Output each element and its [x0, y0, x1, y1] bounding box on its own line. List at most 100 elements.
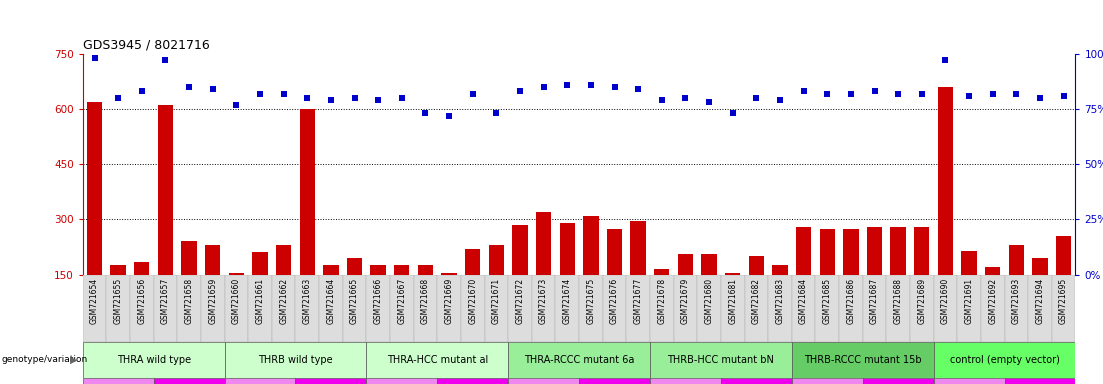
Text: GSM721682: GSM721682: [752, 278, 761, 324]
Bar: [271, 275, 296, 342]
Text: GSM721666: GSM721666: [374, 278, 383, 324]
Bar: [437, 378, 508, 384]
Text: GSM721695: GSM721695: [1059, 278, 1068, 324]
Bar: [300, 109, 315, 330]
Bar: [1052, 275, 1075, 342]
Bar: [559, 223, 575, 330]
Bar: [721, 378, 792, 384]
Bar: [225, 342, 366, 378]
Bar: [484, 275, 508, 342]
Text: GSM721676: GSM721676: [610, 278, 619, 324]
Text: GSM721694: GSM721694: [1036, 278, 1045, 324]
Point: [1054, 93, 1072, 99]
Bar: [887, 275, 910, 342]
Bar: [201, 275, 225, 342]
Point: [818, 91, 836, 97]
Text: GSM721691: GSM721691: [964, 278, 974, 324]
Bar: [276, 245, 291, 330]
Point: [1007, 91, 1025, 97]
Bar: [721, 275, 745, 342]
Bar: [607, 228, 622, 330]
Text: GSM721667: GSM721667: [397, 278, 406, 324]
Point: [535, 84, 553, 90]
Text: GSM721671: GSM721671: [492, 278, 501, 324]
Text: GSM721678: GSM721678: [657, 278, 666, 324]
Point: [322, 97, 340, 103]
Text: GSM721683: GSM721683: [775, 278, 784, 324]
Bar: [1056, 236, 1071, 330]
Bar: [83, 378, 153, 384]
Bar: [796, 227, 812, 330]
Text: GSM721659: GSM721659: [208, 278, 217, 324]
Text: THRB-RCCC mutant 15b: THRB-RCCC mutant 15b: [804, 355, 921, 365]
Text: GSM721681: GSM721681: [728, 278, 737, 324]
Point: [251, 91, 269, 97]
Bar: [985, 267, 1000, 330]
Point: [582, 82, 600, 88]
Text: GSM721672: GSM721672: [515, 278, 525, 324]
Bar: [820, 228, 835, 330]
Text: GSM721669: GSM721669: [445, 278, 453, 324]
Text: GSM721664: GSM721664: [326, 278, 335, 324]
Point: [676, 95, 694, 101]
Point: [866, 88, 884, 94]
Bar: [225, 378, 296, 384]
Bar: [650, 378, 721, 384]
Text: GSM721674: GSM721674: [563, 278, 571, 324]
Text: GSM721662: GSM721662: [279, 278, 288, 324]
Bar: [390, 275, 414, 342]
Bar: [248, 275, 271, 342]
Bar: [631, 221, 646, 330]
Bar: [1005, 275, 1028, 342]
Text: GSM721690: GSM721690: [941, 278, 950, 324]
Bar: [768, 275, 792, 342]
Point: [1031, 95, 1049, 101]
Point: [370, 97, 387, 103]
Point: [700, 99, 718, 106]
Text: GSM721663: GSM721663: [302, 278, 312, 324]
Point: [630, 86, 647, 92]
Text: GSM721675: GSM721675: [587, 278, 596, 324]
Bar: [1005, 378, 1075, 384]
Bar: [461, 275, 484, 342]
Text: GSM721655: GSM721655: [114, 278, 122, 324]
Text: GSM721657: GSM721657: [161, 278, 170, 324]
Bar: [346, 258, 362, 330]
Text: control (empty vector): control (empty vector): [950, 355, 1060, 365]
Bar: [910, 275, 933, 342]
Bar: [839, 275, 863, 342]
Point: [180, 84, 197, 90]
Text: GSM721665: GSM721665: [350, 278, 360, 324]
Bar: [654, 269, 670, 330]
Bar: [792, 378, 863, 384]
Bar: [815, 275, 839, 342]
Bar: [366, 275, 390, 342]
Bar: [178, 275, 201, 342]
Point: [936, 57, 954, 63]
Point: [345, 95, 363, 101]
Bar: [181, 242, 196, 330]
Bar: [772, 265, 788, 330]
Point: [227, 101, 245, 108]
Bar: [745, 275, 768, 342]
Point: [558, 82, 576, 88]
Bar: [508, 275, 532, 342]
Bar: [957, 275, 981, 342]
Point: [299, 95, 317, 101]
Text: GSM721661: GSM721661: [256, 278, 265, 324]
Bar: [863, 378, 933, 384]
Text: GSM721685: GSM721685: [823, 278, 832, 324]
Bar: [319, 275, 343, 342]
Point: [464, 91, 482, 97]
Point: [771, 97, 789, 103]
Bar: [83, 275, 106, 342]
Bar: [933, 275, 957, 342]
Bar: [135, 262, 150, 330]
Text: GSM721680: GSM721680: [705, 278, 714, 324]
Point: [795, 88, 813, 94]
Text: genotype/variation: genotype/variation: [1, 356, 87, 364]
Point: [488, 110, 505, 116]
Point: [275, 91, 292, 97]
Bar: [371, 265, 386, 330]
Bar: [158, 105, 173, 330]
